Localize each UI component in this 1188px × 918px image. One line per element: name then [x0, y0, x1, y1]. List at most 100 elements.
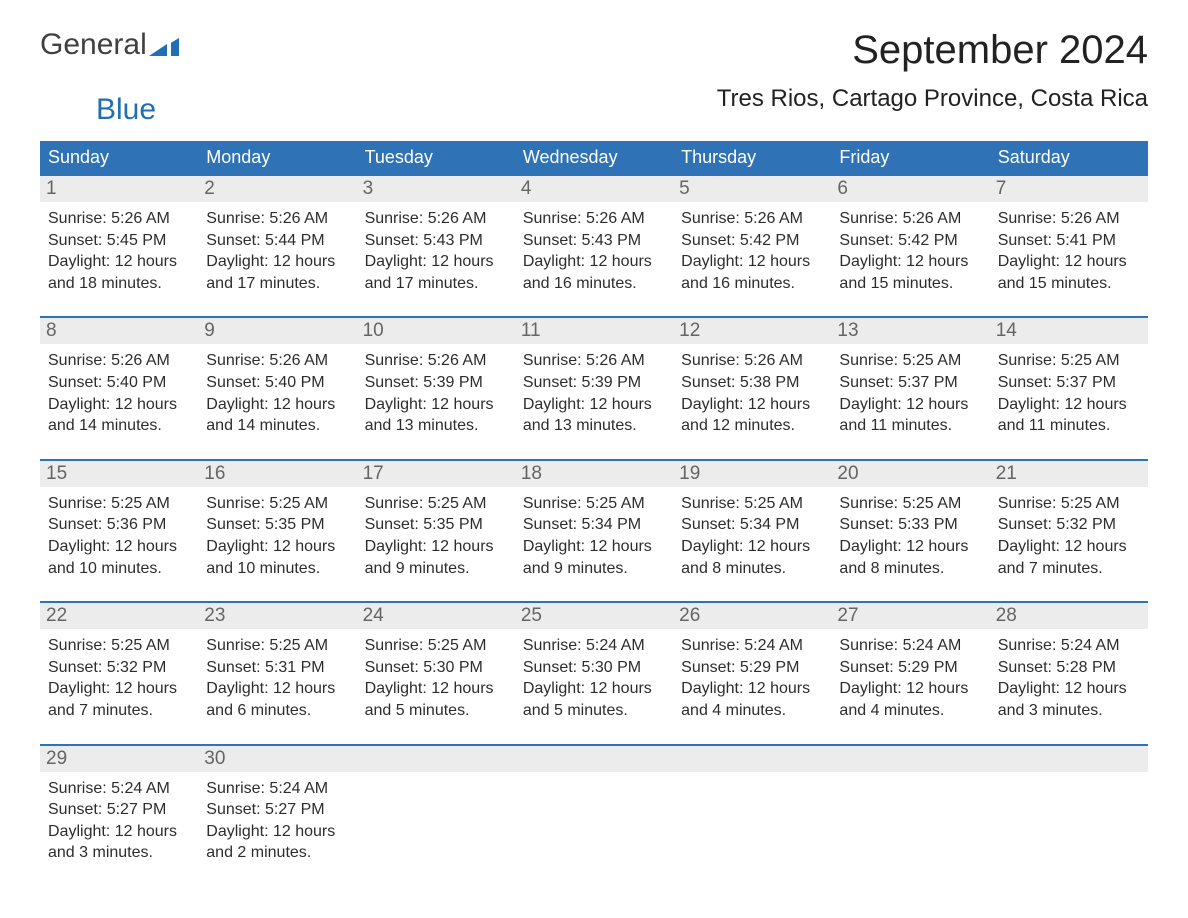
daynum-strip: 1234567 [40, 176, 1148, 202]
day-cell: Sunrise: 5:26 AMSunset: 5:43 PMDaylight:… [515, 202, 673, 308]
daylight-line: Daylight: 12 hours and 14 minutes. [48, 394, 192, 437]
day-number: 24 [357, 603, 515, 629]
daylight-line: Daylight: 12 hours and 11 minutes. [998, 394, 1142, 437]
day-cell: Sunrise: 5:25 AMSunset: 5:37 PMDaylight:… [990, 344, 1148, 450]
sunset-line: Sunset: 5:35 PM [365, 514, 509, 536]
sunset-line: Sunset: 5:29 PM [839, 657, 983, 679]
day-cell: Sunrise: 5:25 AMSunset: 5:35 PMDaylight:… [357, 487, 515, 593]
sunset-line: Sunset: 5:43 PM [365, 230, 509, 252]
day-number: 28 [990, 603, 1148, 629]
sunset-line: Sunset: 5:31 PM [206, 657, 350, 679]
sunrise-line: Sunrise: 5:26 AM [206, 208, 350, 230]
sunrise-line: Sunrise: 5:26 AM [998, 208, 1142, 230]
daylight-line: Daylight: 12 hours and 15 minutes. [839, 251, 983, 294]
day-cell: Sunrise: 5:25 AMSunset: 5:37 PMDaylight:… [831, 344, 989, 450]
daylight-line: Daylight: 12 hours and 2 minutes. [206, 821, 350, 864]
day-number: 12 [673, 318, 831, 344]
sunrise-line: Sunrise: 5:25 AM [839, 493, 983, 515]
day-cell [831, 772, 989, 878]
day-number [673, 746, 831, 772]
day-cell: Sunrise: 5:26 AMSunset: 5:38 PMDaylight:… [673, 344, 831, 450]
day-cell [673, 772, 831, 878]
daylight-line: Daylight: 12 hours and 16 minutes. [523, 251, 667, 294]
daylight-line: Daylight: 12 hours and 5 minutes. [365, 678, 509, 721]
day-cell: Sunrise: 5:26 AMSunset: 5:39 PMDaylight:… [515, 344, 673, 450]
day-cell: Sunrise: 5:26 AMSunset: 5:40 PMDaylight:… [198, 344, 356, 450]
sunset-line: Sunset: 5:32 PM [998, 514, 1142, 536]
daynum-strip: 891011121314 [40, 318, 1148, 344]
daylight-line: Daylight: 12 hours and 3 minutes. [48, 821, 192, 864]
day-number: 16 [198, 461, 356, 487]
daynum-strip: 2930 [40, 746, 1148, 772]
day-number: 6 [831, 176, 989, 202]
day-number: 14 [990, 318, 1148, 344]
day-cell: Sunrise: 5:24 AMSunset: 5:27 PMDaylight:… [198, 772, 356, 878]
daylight-line: Daylight: 12 hours and 13 minutes. [523, 394, 667, 437]
sunrise-line: Sunrise: 5:26 AM [365, 350, 509, 372]
day-cell: Sunrise: 5:26 AMSunset: 5:39 PMDaylight:… [357, 344, 515, 450]
daylight-line: Daylight: 12 hours and 10 minutes. [48, 536, 192, 579]
day-number: 5 [673, 176, 831, 202]
sunset-line: Sunset: 5:28 PM [998, 657, 1142, 679]
day-number: 27 [831, 603, 989, 629]
daylight-line: Daylight: 12 hours and 9 minutes. [365, 536, 509, 579]
weekday-header: Monday [198, 141, 356, 176]
day-cell: Sunrise: 5:24 AMSunset: 5:29 PMDaylight:… [831, 629, 989, 735]
sunset-line: Sunset: 5:30 PM [523, 657, 667, 679]
day-number: 20 [831, 461, 989, 487]
weekday-header: Wednesday [515, 141, 673, 176]
day-cell: Sunrise: 5:26 AMSunset: 5:42 PMDaylight:… [831, 202, 989, 308]
calendar-body: 1234567 Sunrise: 5:26 AM Sunset: 5:45 PM Da… [40, 176, 1148, 878]
day-number: 26 [673, 603, 831, 629]
week-row: 15161718192021Sunrise: 5:25 AMSunset: 5:… [40, 459, 1148, 593]
sunset-line: Sunset: 5:40 PM [206, 372, 350, 394]
sunset-line: Sunset: 5:33 PM [839, 514, 983, 536]
day-number [515, 746, 673, 772]
daylight-line: Daylight: 12 hours and 16 minutes. [681, 251, 825, 294]
week-row: 1234567 Sunrise: 5:26 AM Sunset: 5:45 PM Da… [40, 176, 1148, 308]
day-number: 15 [40, 461, 198, 487]
day-number: 17 [357, 461, 515, 487]
daylight-line: Daylight: 12 hours and 4 minutes. [681, 678, 825, 721]
day-number [357, 746, 515, 772]
daylight-line: Daylight: 12 hours and 7 minutes. [998, 536, 1142, 579]
day-cell: Sunrise: 5:25 AMSunset: 5:32 PMDaylight:… [990, 487, 1148, 593]
sunset-line: Sunset: 5:39 PM [365, 372, 509, 394]
sunrise-line: Sunrise: 5:25 AM [48, 635, 192, 657]
sunrise-line: Sunrise: 5:26 AM [523, 350, 667, 372]
day-cell: Sunrise: 5:26 AMSunset: 5:41 PMDaylight:… [990, 202, 1148, 308]
sunrise-line: Sunrise: 5:26 AM [48, 350, 192, 372]
daylight-line: Daylight: 12 hours and 17 minutes. [206, 251, 350, 294]
sunset-line: Sunset: 5:41 PM [998, 230, 1142, 252]
sunset-line: Sunset: 5:45 PM [48, 230, 192, 252]
sunrise-line: Sunrise: 5:24 AM [681, 635, 825, 657]
sunset-line: Sunset: 5:35 PM [206, 514, 350, 536]
daynum-strip: 22232425262728 [40, 603, 1148, 629]
sunset-line: Sunset: 5:36 PM [48, 514, 192, 536]
daylight-line: Daylight: 12 hours and 7 minutes. [48, 678, 192, 721]
day-cell: Sunrise: 5:25 AMSunset: 5:35 PMDaylight:… [198, 487, 356, 593]
day-number: 22 [40, 603, 198, 629]
sunrise-line: Sunrise: 5:25 AM [365, 635, 509, 657]
day-cell: Sunrise: 5:25 AMSunset: 5:34 PMDaylight:… [515, 487, 673, 593]
sunrise-line: Sunrise: 5:25 AM [523, 493, 667, 515]
sunrise-line: Sunrise: 5:25 AM [365, 493, 509, 515]
sunset-line: Sunset: 5:42 PM [681, 230, 825, 252]
sunrise-line: Sunrise: 5:25 AM [206, 635, 350, 657]
day-cell: Sunrise: 5:25 AMSunset: 5:31 PMDaylight:… [198, 629, 356, 735]
sunrise-line: Sunrise: 5:25 AM [48, 493, 192, 515]
day-number: 21 [990, 461, 1148, 487]
daylight-line: Daylight: 12 hours and 17 minutes. [365, 251, 509, 294]
week-row: 22232425262728Sunrise: 5:25 AMSunset: 5:… [40, 601, 1148, 735]
sunset-line: Sunset: 5:44 PM [206, 230, 350, 252]
day-cell: Sunrise: 5:24 AMSunset: 5:30 PMDaylight:… [515, 629, 673, 735]
day-number [831, 746, 989, 772]
day-cell: Sunrise: 5:26 AMSunset: 5:44 PMDaylight:… [198, 202, 356, 308]
day-cell: Sunrise: 5:24 AMSunset: 5:29 PMDaylight:… [673, 629, 831, 735]
sunrise-line: Sunrise: 5:26 AM [839, 208, 983, 230]
weekday-header: Friday [831, 141, 989, 176]
day-cell: Sunrise: 5:25 AMSunset: 5:33 PMDaylight:… [831, 487, 989, 593]
day-number: 2 [198, 176, 356, 202]
sunset-line: Sunset: 5:30 PM [365, 657, 509, 679]
day-number: 1 [40, 176, 198, 202]
